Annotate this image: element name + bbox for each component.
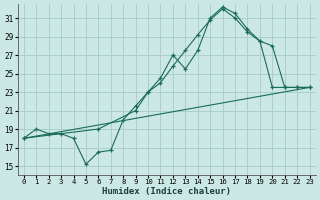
X-axis label: Humidex (Indice chaleur): Humidex (Indice chaleur) bbox=[102, 187, 231, 196]
